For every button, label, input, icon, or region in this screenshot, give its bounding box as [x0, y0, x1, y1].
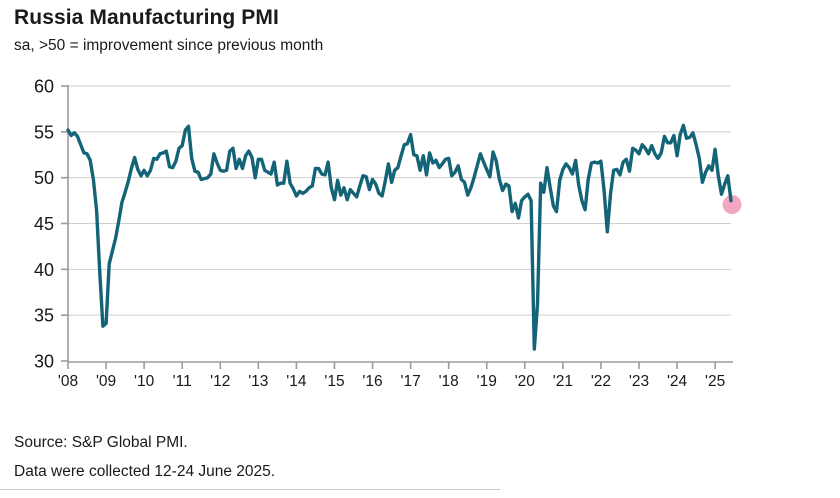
x-tick-label: '16: [362, 373, 382, 390]
x-tick-label: '09: [96, 373, 116, 390]
y-tick-label: 55: [34, 122, 54, 142]
bottom-divider: [0, 489, 500, 490]
y-tick-label: 35: [34, 306, 54, 326]
pmi-line: [66, 123, 733, 351]
x-tick-label: '15: [324, 373, 344, 390]
x-tick-label: '20: [515, 373, 536, 390]
x-tick-label: '13: [248, 373, 268, 390]
x-tick-label: '22: [591, 373, 611, 390]
x-tick-label: '14: [286, 373, 307, 390]
latest-point-marker: [722, 195, 742, 215]
x-tick-label: '25: [705, 373, 725, 390]
collection-note: Data were collected 12-24 June 2025.: [14, 463, 276, 480]
chart-title: Russia Manufacturing PMI: [14, 6, 279, 29]
y-tick-label: 60: [34, 77, 54, 97]
x-tick-label: '12: [210, 373, 230, 390]
pmi-chart-svg: 30 35 40 45 50 55 60 '08 '09 '10 '11 '12 '13 '14 '15 '1…: [34, 77, 742, 390]
y-tick-label: 30: [34, 352, 54, 372]
x-tick-label: '18: [439, 373, 459, 390]
x-tick-label: '23: [629, 373, 649, 390]
y-tick-label: 40: [34, 260, 54, 280]
pmi-line-chart: 30 35 40 45 50 55 60 '08 '09 '10 '11 '12 '13 '14 '15 '1…: [34, 77, 742, 390]
chart-subtitle: sa, >50 = improvement since previous mon…: [14, 37, 324, 54]
x-tick-label: '24: [667, 373, 688, 390]
y-tick-label: 45: [34, 214, 54, 234]
x-tick-label: '19: [477, 373, 497, 390]
source-note: Source: S&P Global PMI.: [14, 434, 188, 451]
x-tick-label: '21: [553, 373, 573, 390]
x-tick-label: '11: [173, 373, 192, 390]
x-tick-label: '10: [134, 373, 155, 390]
x-tick-label: '08: [58, 373, 78, 390]
x-tick-label: '17: [401, 373, 421, 390]
y-tick-label: 50: [34, 168, 54, 188]
